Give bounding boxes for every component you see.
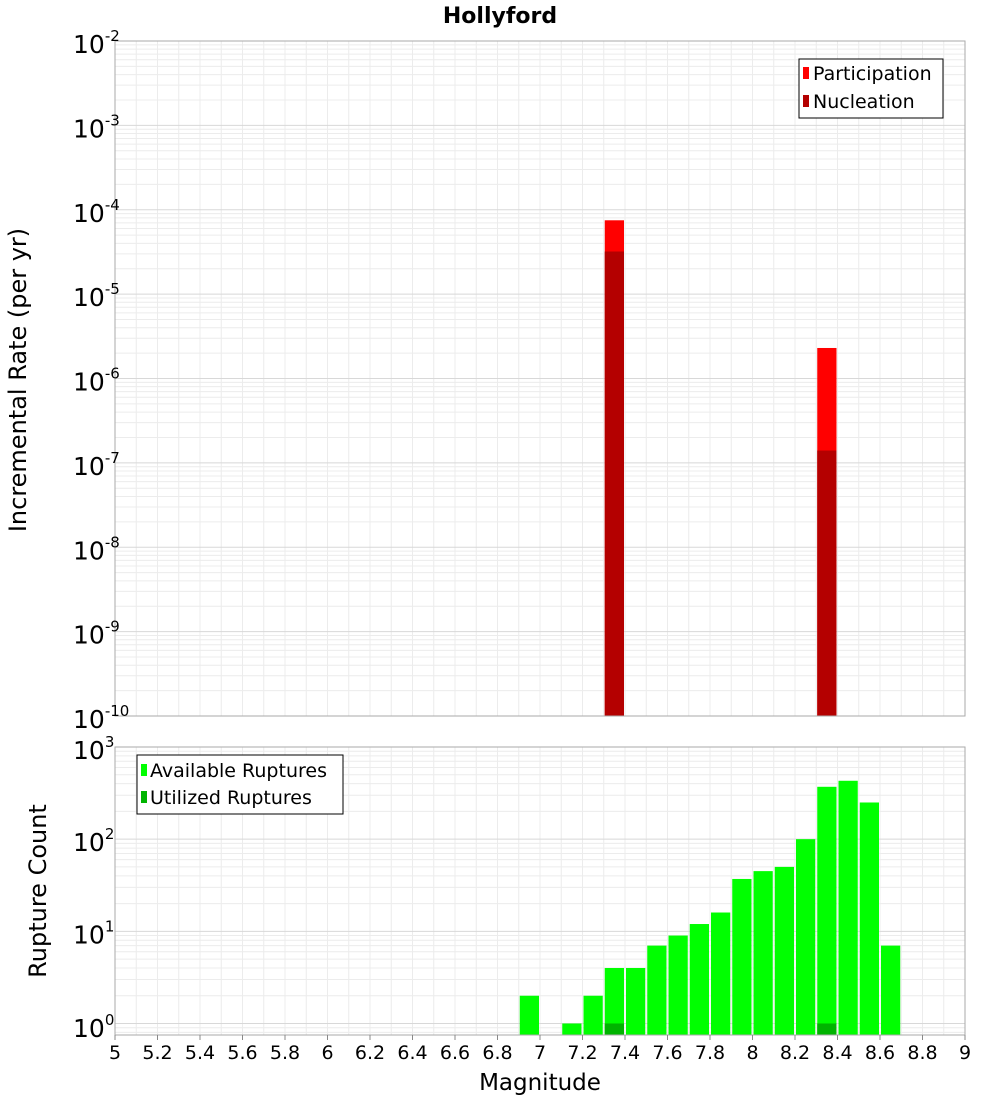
x-tick-label: 6.6 xyxy=(440,1042,470,1064)
count-series-0-bar xyxy=(796,839,816,1035)
count-series-0-bar xyxy=(604,967,624,1035)
x-tick-label: 7.6 xyxy=(652,1042,682,1064)
magnitude-axis-label: Magnitude xyxy=(479,1070,601,1096)
participation-legend-label: Participation xyxy=(813,63,932,85)
rate-series-1-bar xyxy=(604,251,624,716)
rate-y-tick-label: 10-6 xyxy=(73,365,120,397)
available-legend-label: Available Ruptures xyxy=(150,760,327,782)
magnitude-x-ticks: 5 5.2 5.4 5.6 5.8 6 6.2 6.4 6.6 6.8 7 7.2 7.4 7.6 7.8 8… xyxy=(109,1035,971,1064)
rate-y-tick-label: 10-4 xyxy=(73,196,120,228)
x-tick-label: 8 xyxy=(746,1042,758,1064)
count-y-tick-label: 101 xyxy=(73,917,114,949)
rate-series-1-bar xyxy=(817,450,837,716)
count-axis-label: Rupture Count xyxy=(24,804,52,978)
count-series-0-bar xyxy=(647,945,667,1035)
rate-grid xyxy=(114,40,966,717)
rate-y-tick-label: 10-8 xyxy=(73,533,120,565)
rate-y-tick-label: 10-2 xyxy=(73,27,120,59)
x-tick-label: 5.4 xyxy=(185,1042,215,1064)
x-tick-label: 5.6 xyxy=(227,1042,257,1064)
rate-legend-box xyxy=(798,58,944,119)
utilized-legend-swatch xyxy=(141,791,147,803)
x-tick-label: 8.4 xyxy=(822,1042,852,1064)
count-series-0-bar xyxy=(774,866,794,1035)
count-bars xyxy=(519,780,901,1035)
rate-y-ticks: 10-2 10-3 10-4 10-5 10-6 10-7 10-8 10-9 10-10 xyxy=(73,27,129,734)
rate-bars xyxy=(604,220,837,717)
x-tick-label: 5 xyxy=(109,1042,121,1064)
x-tick-label: 9 xyxy=(959,1042,971,1064)
x-tick-label: 5.8 xyxy=(270,1042,300,1064)
count-y-tick-label: 103 xyxy=(73,733,114,765)
count-series-0-bar xyxy=(838,780,858,1035)
count-series-0-bar xyxy=(859,802,879,1035)
rate-y-tick-label: 10-9 xyxy=(73,618,120,650)
rate-y-tick-label: 10-7 xyxy=(73,449,120,481)
utilized-legend-label: Utilized Ruptures xyxy=(150,787,312,809)
rate-plot-frame xyxy=(114,40,966,717)
count-series-0-bar xyxy=(626,967,646,1035)
count-y-tick-label: 100 xyxy=(73,1011,114,1043)
x-tick-label: 5.2 xyxy=(142,1042,172,1064)
count-series-0-bar xyxy=(519,995,539,1035)
count-series-0-bar xyxy=(562,1023,582,1035)
x-tick-label: 6.2 xyxy=(355,1042,385,1064)
rate-legend: Participation Nucleation xyxy=(798,58,944,119)
available-legend-swatch xyxy=(141,764,147,776)
x-tick-label: 7 xyxy=(534,1042,546,1064)
count-series-0-bar xyxy=(817,786,837,1035)
rate-y-tick-label: 10-10 xyxy=(73,702,129,734)
x-tick-label: 8.8 xyxy=(907,1042,937,1064)
x-tick-label: 8.2 xyxy=(780,1042,810,1064)
x-tick-label: 7.4 xyxy=(610,1042,640,1064)
x-tick-label: 7.8 xyxy=(695,1042,725,1064)
nucleation-legend-swatch xyxy=(803,95,809,107)
x-tick-label: 8.6 xyxy=(865,1042,895,1064)
x-tick-label: 6.4 xyxy=(397,1042,427,1064)
count-legend-box xyxy=(136,754,344,815)
x-tick-label: 6.8 xyxy=(482,1042,512,1064)
rate-axis-label: Incremental Rate (per yr) xyxy=(4,228,32,532)
x-tick-label: 6 xyxy=(321,1042,333,1064)
chart-title: Hollyford xyxy=(443,4,557,29)
rate-y-tick-label: 10-5 xyxy=(73,280,120,312)
count-series-1-bar xyxy=(604,1023,624,1035)
count-series-1-bar xyxy=(817,1023,837,1035)
count-series-0-bar xyxy=(689,924,709,1035)
count-series-0-bar xyxy=(668,935,688,1035)
count-y-tick-label: 102 xyxy=(73,825,114,857)
count-legend: Available Ruptures Utilized Ruptures xyxy=(136,754,344,815)
count-series-0-bar xyxy=(732,878,752,1035)
count-y-ticks: 103 102 101 100 xyxy=(73,733,114,1043)
count-series-0-bar xyxy=(583,995,603,1035)
rate-y-tick-label: 10-3 xyxy=(73,111,120,143)
count-series-0-bar xyxy=(711,912,731,1035)
count-series-0-bar xyxy=(881,945,901,1035)
participation-legend-swatch xyxy=(803,67,809,79)
nucleation-legend-label: Nucleation xyxy=(813,91,915,113)
count-series-0-bar xyxy=(753,871,773,1035)
x-tick-label: 7.2 xyxy=(567,1042,597,1064)
